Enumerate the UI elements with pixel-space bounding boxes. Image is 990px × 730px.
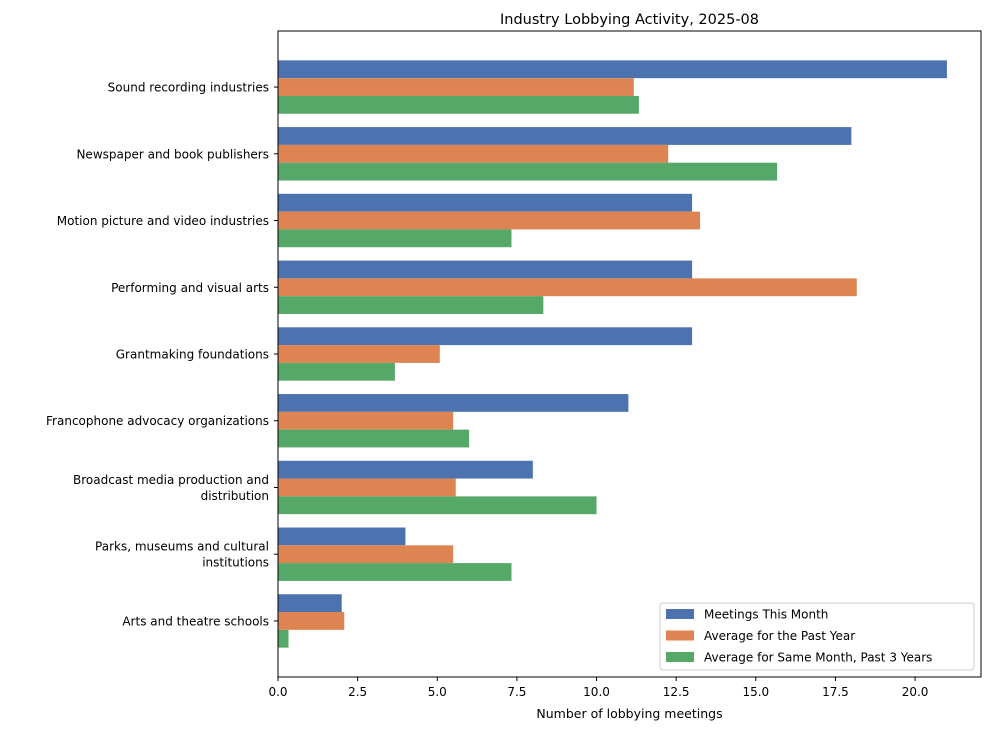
bar-1-4 <box>278 345 440 363</box>
bar-2-6 <box>278 496 597 515</box>
y-tick-label: institutions <box>202 556 269 570</box>
y-tick-label: Performing and visual arts <box>111 281 269 295</box>
y-tick-label: distribution <box>201 489 269 503</box>
y-tick-label: Francophone advocacy organizations <box>46 414 269 428</box>
bar-1-6 <box>278 478 456 497</box>
x-tick-label: 7.5 <box>507 685 526 699</box>
legend: Meetings This Month Average for the Past … <box>659 602 975 671</box>
x-tick-label: 5.0 <box>428 685 447 699</box>
bar-1-2 <box>278 211 701 230</box>
bar-2-5 <box>278 429 470 448</box>
bar-0-3 <box>278 260 693 279</box>
x-tick-label: 20.0 <box>902 685 929 699</box>
bar-2-8 <box>278 629 289 648</box>
y-tick-label: Grantmaking foundations <box>116 348 269 362</box>
bar-1-7 <box>278 545 454 564</box>
bar-0-7 <box>278 527 406 546</box>
bar-2-0 <box>278 95 639 114</box>
x-axis-label: Number of lobbying meetings <box>536 706 722 721</box>
bar-2-7 <box>278 563 512 581</box>
bar-0-2 <box>278 193 693 212</box>
bar-0-5 <box>278 394 629 412</box>
bar-1-1 <box>278 144 669 163</box>
y-tick-label: Sound recording industries <box>108 81 269 95</box>
y-tick-label: Motion picture and video industries <box>57 214 269 228</box>
bar-2-3 <box>278 296 544 314</box>
x-tick-label: 17.5 <box>822 685 849 699</box>
x-tick-label: 12.5 <box>663 685 690 699</box>
chart-title: Industry Lobbying Activity, 2025-08 <box>500 12 759 28</box>
x-tick-label: 2.5 <box>348 685 367 699</box>
bar-1-8 <box>278 612 345 630</box>
legend-swatch <box>666 609 694 619</box>
legend-box <box>659 602 975 671</box>
y-tick-label: Newspaper and book publishers <box>76 147 269 161</box>
y-tick-label: Arts and theatre schools <box>122 614 269 628</box>
bar-0-4 <box>278 327 693 346</box>
bar-0-8 <box>278 594 342 613</box>
bar-1-3 <box>278 278 857 297</box>
x-tick-label: 10.0 <box>583 685 610 699</box>
legend-label: Average for Same Month, Past 3 Years <box>704 651 932 665</box>
y-tick-label: Parks, museums and cultural <box>95 540 269 554</box>
legend-swatch <box>666 652 694 662</box>
bar-1-5 <box>278 411 454 430</box>
x-tick-label: 15.0 <box>742 685 769 699</box>
bar-2-2 <box>278 229 512 248</box>
bar-0-6 <box>278 460 533 479</box>
bar-0-1 <box>278 127 852 145</box>
legend-label: Meetings This Month <box>704 608 828 622</box>
bar-2-4 <box>278 362 395 381</box>
plot-frame <box>277 30 982 678</box>
bar-2-1 <box>278 162 778 181</box>
y-tick-label: Broadcast media production and <box>73 473 269 487</box>
bar-0-0 <box>278 60 947 79</box>
legend-label: Average for the Past Year <box>704 629 855 643</box>
x-tick-label: 0.0 <box>268 685 287 699</box>
bar-1-0 <box>278 78 634 96</box>
legend-swatch <box>666 630 694 641</box>
